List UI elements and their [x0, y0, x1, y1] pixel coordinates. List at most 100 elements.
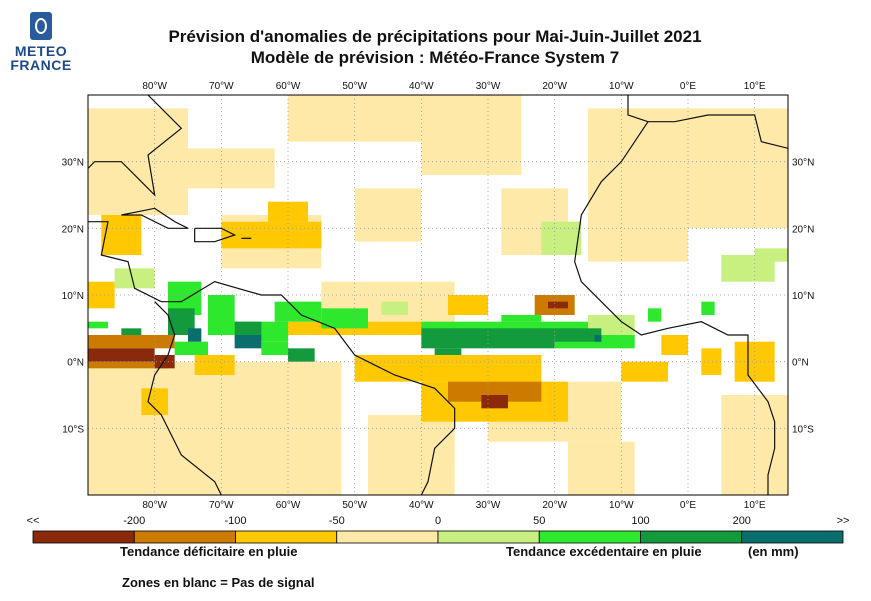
- map-title: Prévision d'anomalies de précipitations …: [168, 27, 702, 46]
- latitude-label: 20°N: [792, 224, 814, 235]
- logo-line1: METEO: [14, 43, 68, 59]
- anomaly-cell: [701, 301, 715, 315]
- anomaly-cell: [448, 381, 542, 402]
- anomaly-cell: [548, 301, 568, 309]
- anomaly-cell: [368, 415, 455, 495]
- longitude-label: 40°W: [409, 500, 434, 511]
- anomaly-cell: [754, 248, 788, 262]
- longitude-label: 10°E: [744, 81, 766, 92]
- meteo-france-logo: METEO FRANCE: [6, 10, 76, 80]
- anomaly-cell: [234, 335, 262, 349]
- longitude-label: 40°W: [409, 81, 434, 92]
- longitude-label: 60°W: [276, 500, 301, 511]
- anomaly-cell: [141, 388, 168, 415]
- anomaly-cell: [261, 341, 288, 355]
- anomaly-cell: [234, 321, 262, 335]
- colorbar-swatch: [437, 530, 540, 544]
- latitude-label: 30°N: [62, 158, 84, 169]
- longitude-label: 80°W: [142, 81, 167, 92]
- anomaly-cell: [648, 308, 662, 322]
- longitude-label: 10°W: [609, 81, 634, 92]
- anomaly-cell: [194, 355, 235, 375]
- longitude-label: 70°W: [209, 500, 234, 511]
- anomaly-cell: [354, 355, 542, 382]
- anomaly-cell: [188, 328, 202, 342]
- colorbar-swatch: [336, 530, 439, 544]
- anomaly-cell: [434, 348, 462, 355]
- excess-label: Tendance excédentaire en pluie: [506, 544, 702, 559]
- longitude-label: 70°W: [209, 81, 234, 92]
- latitude-label: 10°S: [62, 424, 84, 435]
- coastlines: [88, 95, 788, 495]
- anomaly-cell: [354, 188, 422, 242]
- anomaly-cell: [88, 361, 168, 369]
- colorbar-swatch: [538, 530, 641, 544]
- anomaly-cell: [421, 95, 522, 175]
- longitude-label: 60°W: [276, 81, 301, 92]
- anomaly-cell: [541, 221, 582, 255]
- anomaly-cell: [321, 308, 368, 329]
- coastline: [121, 207, 189, 229]
- anomaly-cell: [621, 361, 668, 382]
- anomaly-cell: [421, 328, 555, 349]
- colorbar-tick-label: <<: [26, 515, 40, 527]
- anomaly-cell: [174, 341, 208, 355]
- colorbar-swatch: [640, 530, 743, 544]
- anomaly-cell: [88, 321, 108, 329]
- anomaly-cell: [188, 148, 275, 189]
- coastline: [627, 95, 788, 149]
- deficit-label: Tendance déficitaire en pluie: [120, 544, 298, 559]
- colorbar-swatch: [741, 530, 844, 544]
- anomaly-cell: [288, 348, 315, 362]
- coastline: [147, 301, 222, 495]
- logo-icon: [30, 12, 52, 40]
- latitude-label: 30°N: [792, 158, 814, 169]
- latitude-label: 10°N: [792, 291, 814, 302]
- anomaly-cell: [114, 268, 155, 289]
- anomaly-cell: [688, 108, 788, 229]
- anomaly-cell: [481, 395, 508, 409]
- anomaly-cells: [88, 95, 788, 495]
- longitude-labels: 80°W 80°W 70°W 70°W 60°W 60°W 50°W 50°W 40°W 40°W…: [142, 81, 766, 511]
- anomaly-cell: [701, 348, 722, 375]
- anomaly-cell: [221, 221, 322, 249]
- anomaly-cell: [381, 301, 408, 315]
- anomaly-cell: [568, 441, 635, 495]
- latitude-label: 0°N: [67, 358, 84, 369]
- colorbar-tick-label: -100: [224, 515, 247, 527]
- map-frame: [87, 94, 789, 496]
- longitude-label: 30°W: [476, 81, 501, 92]
- longitude-label: 0°E: [680, 81, 697, 92]
- longitude-label: 20°W: [542, 81, 567, 92]
- longitude-label: 50°W: [342, 500, 367, 511]
- colorbar-swatch: [133, 530, 236, 544]
- anomaly-cell: [501, 315, 542, 322]
- anomaly-cell: [448, 295, 488, 315]
- anomaly-cell: [101, 215, 142, 255]
- coastline: [194, 227, 237, 243]
- colorbar-tick-label: -200: [123, 515, 146, 527]
- anomaly-cell: [588, 108, 688, 262]
- colorbar: [32, 530, 844, 544]
- anomaly-cell: [661, 335, 688, 355]
- longitude-label: 10°E: [744, 500, 766, 511]
- anomaly-cell: [88, 335, 175, 349]
- colorbar-tick-label: >>: [836, 515, 850, 527]
- map-subtitle: Modèle de prévision : Météo-France Syste…: [250, 48, 620, 67]
- longitude-label: 30°W: [476, 500, 501, 511]
- colorbar-tick-label: 0: [434, 515, 442, 527]
- colorbar-tick-label: -50: [328, 515, 345, 527]
- colorbar-tick-label: 50: [533, 515, 546, 527]
- colorbar-tick-label: 100: [631, 515, 650, 527]
- latitude-label: 20°N: [62, 224, 84, 235]
- latitude-label: 10°N: [62, 291, 84, 302]
- longitude-label: 10°W: [609, 500, 634, 511]
- logo-line2: FRANCE: [10, 57, 72, 73]
- longitude-label: 50°W: [342, 81, 367, 92]
- longitude-label: 20°W: [542, 500, 567, 511]
- anomaly-cell: [554, 328, 602, 342]
- latitude-label: 10°S: [792, 424, 814, 435]
- coastline: [574, 121, 776, 495]
- colorbar-tick-label: 200: [732, 515, 751, 527]
